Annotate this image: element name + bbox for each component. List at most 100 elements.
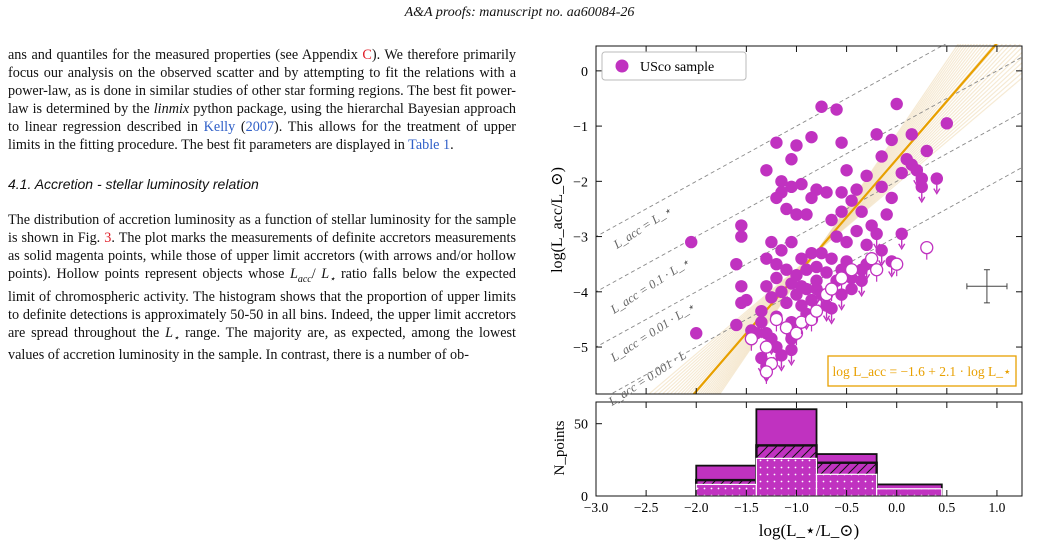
linmix-name: linmix xyxy=(153,100,190,117)
detection-point xyxy=(850,183,863,196)
upper-limit-arrowhead xyxy=(858,290,866,298)
upper-limit-arrowhead xyxy=(812,298,821,306)
section-heading: 4.1. Accretion - stellar luminosity rela… xyxy=(8,176,259,193)
hollow-point xyxy=(769,312,784,327)
upper-limit-point xyxy=(775,349,788,362)
detection-point xyxy=(775,244,788,257)
lstar-symbol: L⋆ xyxy=(165,325,179,344)
detection-point xyxy=(800,208,813,221)
upper-limit-arrowhead xyxy=(787,359,796,367)
upper-limit-arrowhead xyxy=(822,315,831,322)
x-axis-label: log(L_⋆/L_⊙) xyxy=(759,521,859,540)
detection-point xyxy=(795,252,808,265)
detection-point xyxy=(800,282,813,296)
detection-point xyxy=(685,235,698,249)
detection-point xyxy=(825,213,838,227)
x-tick-label: −2.5 xyxy=(634,500,659,515)
detection-point xyxy=(855,205,868,218)
detection-point xyxy=(765,291,778,304)
detection-point xyxy=(770,136,783,149)
detection-point xyxy=(820,266,833,279)
detection-point xyxy=(840,235,853,249)
figure-3: 0 −1 −2 −3 −4 −5 USco sample log L_acc = −1.6 +… xyxy=(540,44,1034,546)
detection-point xyxy=(730,257,743,271)
upper-limit-arrowhead xyxy=(873,243,881,251)
x-tick-label: 0.5 xyxy=(938,500,955,515)
x-tick-label: −2.0 xyxy=(684,500,709,515)
header-title: A&A proofs: manuscript no. aa60084-26 xyxy=(404,5,635,20)
appendix-link[interactable]: C xyxy=(362,47,372,63)
lacc-symbol: Lacc xyxy=(289,266,312,285)
text-span: . xyxy=(450,136,454,153)
hollow-point xyxy=(759,340,774,354)
x-tick-label: −1.5 xyxy=(734,500,759,515)
paragraph-2: The distribution of accretion luminosity… xyxy=(8,212,516,365)
detection-point xyxy=(940,117,954,130)
guide-line xyxy=(596,44,947,238)
upper-limit-arrowhead xyxy=(777,364,786,372)
table-link[interactable]: Table 1 xyxy=(408,136,451,153)
figure-svg: 0 −1 −2 −3 −4 −5 USco sample log L_acc = −1.6 +… xyxy=(549,44,1023,540)
detection-point xyxy=(790,288,803,301)
best-fit-line xyxy=(692,44,998,394)
symbol-base: L xyxy=(289,266,298,283)
x-tick-label: −0.5 xyxy=(834,500,859,515)
y-tick-label: −5 xyxy=(573,341,588,356)
guide-line xyxy=(610,167,1022,394)
x-tick-label: 1.0 xyxy=(989,500,1006,515)
detection-point xyxy=(860,169,873,183)
upper-limit-arrowhead xyxy=(888,271,896,278)
x-tick-label: 0.0 xyxy=(888,500,905,515)
hollow-point xyxy=(844,263,859,277)
kelly-citation-link[interactable]: Kelly xyxy=(203,118,236,135)
detection-point xyxy=(785,277,798,290)
detection-point xyxy=(790,139,803,152)
detection-point xyxy=(870,128,883,141)
detection-point xyxy=(760,252,773,265)
hollow-point xyxy=(920,240,934,255)
fit-label-box xyxy=(827,355,1017,387)
text-span: / xyxy=(311,266,322,283)
detection-point xyxy=(880,208,893,221)
detection-point xyxy=(810,183,823,196)
histogram-bar xyxy=(755,457,818,496)
hollow-point xyxy=(789,326,804,340)
kelly-year-link[interactable]: 2007 xyxy=(245,118,275,135)
hollow-point xyxy=(809,304,824,318)
detection-point xyxy=(780,296,793,310)
y-tick-label: −3 xyxy=(573,231,588,246)
detection-point xyxy=(805,130,818,144)
text-span: python package, using the hierarchal Bay… xyxy=(8,100,516,135)
detection-point xyxy=(730,318,743,332)
detection-point xyxy=(770,191,783,205)
detection-point xyxy=(775,285,788,299)
detection-point xyxy=(840,164,853,177)
text-span: ). This allows for the treatment of uppe… xyxy=(8,118,516,153)
top-y-axis-label: log(L_acc/L_⊙) xyxy=(549,167,566,273)
figure-link[interactable]: 3 xyxy=(104,230,112,247)
detection-point xyxy=(785,153,798,166)
symbol-sub: acc xyxy=(297,273,312,285)
detection-point xyxy=(805,246,818,260)
upper-limit-point xyxy=(825,302,838,315)
detection-point xyxy=(775,175,788,188)
hollow-point xyxy=(744,332,759,346)
hollow-point xyxy=(824,282,839,296)
detection-point xyxy=(825,252,838,265)
detection-point xyxy=(815,246,828,260)
fit-sample-line xyxy=(719,44,960,394)
legend-box xyxy=(601,51,747,81)
detection-point xyxy=(765,235,778,249)
running-header: A&A proofs: manuscript no. aa60084-26 xyxy=(0,5,1039,21)
symbol-sub: ⋆ xyxy=(329,273,336,285)
detection-point xyxy=(875,150,888,163)
detection-point xyxy=(830,103,843,116)
guide-label: L_acc = L_⋆ xyxy=(610,204,674,252)
text-column: ans and quantiles for the measured prope… xyxy=(8,47,516,365)
top-panel-frame xyxy=(595,45,1023,395)
text-span: ( xyxy=(235,118,246,135)
y-tick-label: −2 xyxy=(573,175,588,190)
legend-label: USco sample xyxy=(640,60,714,75)
histogram-bar xyxy=(695,483,757,496)
upper-limit-arrowhead xyxy=(918,196,926,204)
